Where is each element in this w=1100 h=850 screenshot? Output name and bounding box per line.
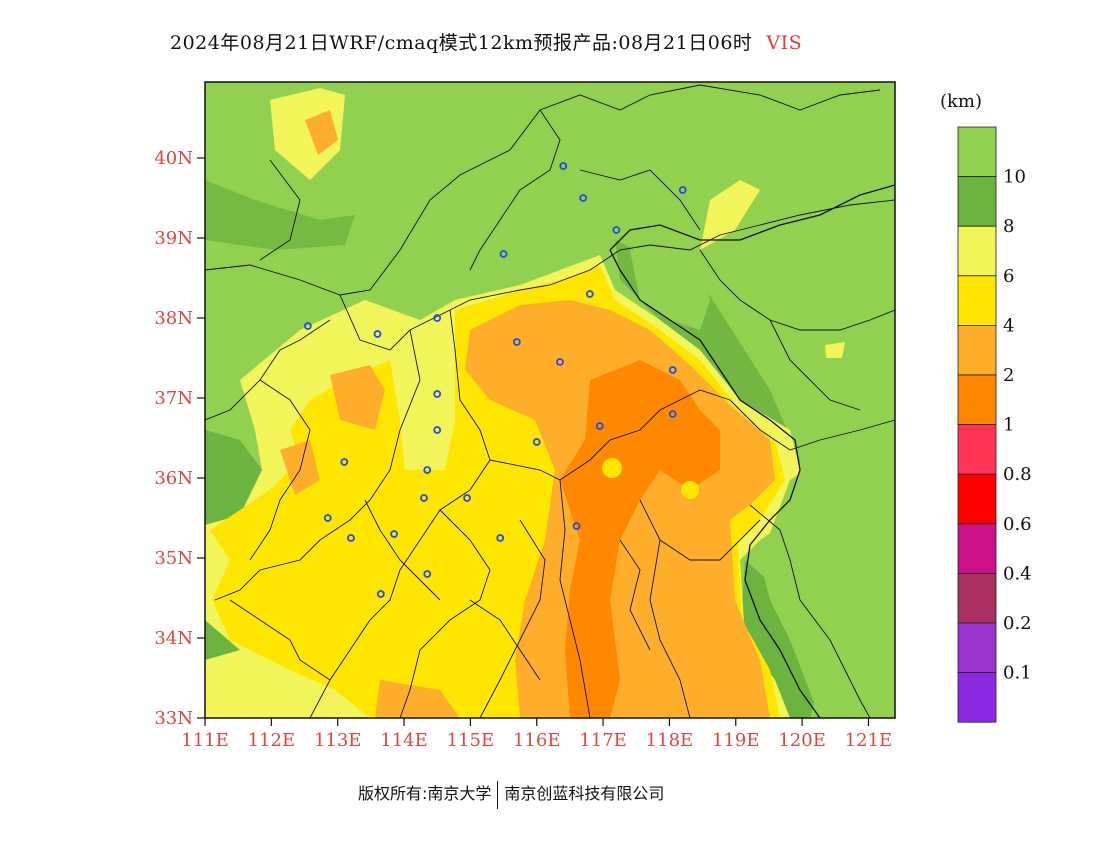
color-legend: (km) 10 8 6 4 2 1 0.8 0.6 0.4 0.2 0.1	[940, 91, 1032, 723]
legend-label: 0.8	[1003, 464, 1032, 485]
yellow-sea	[760, 440, 895, 718]
city-marker	[585, 290, 594, 298]
legend-label: 0.2	[1003, 613, 1032, 634]
lat-tick-label: 40N	[154, 148, 193, 169]
lon-tick-label: 112E	[248, 730, 296, 751]
city-marker	[423, 570, 432, 578]
patch-dark-green	[205, 180, 355, 250]
region-level-1	[640, 405, 700, 455]
legend-swatch	[957, 523, 997, 574]
legend-swatch	[957, 324, 997, 376]
legend-swatch	[957, 672, 997, 723]
legend-label: 10	[1003, 167, 1026, 188]
lon-tick-label: 118E	[646, 730, 694, 751]
city-marker	[499, 250, 508, 258]
lon-tick-label: 113E	[314, 730, 362, 751]
lon-tick-label: 115E	[447, 730, 495, 751]
city-marker	[678, 186, 687, 194]
region-level-6	[700, 180, 760, 250]
city-marker	[463, 494, 471, 502]
city-marker	[433, 314, 442, 322]
city-marker	[433, 426, 442, 434]
legend-swatch	[957, 126, 997, 177]
city-marker	[512, 338, 521, 346]
legend-label: 0.1	[1003, 663, 1032, 684]
city-marker	[559, 162, 568, 170]
city-marker	[595, 422, 604, 430]
city-marker	[390, 530, 398, 538]
city-marker	[376, 590, 385, 598]
legend-label: 1	[1003, 415, 1014, 436]
legend-label: 8	[1003, 216, 1014, 237]
lat-tick-label: 35N	[154, 548, 193, 569]
lon-tick-label: 111E	[181, 730, 229, 751]
chart-title: 2024年08月21日WRF/cmaq模式12km预报产品:08月21日06时 V…	[170, 28, 802, 55]
lat-tick-label: 34N	[154, 628, 193, 649]
footer-right: 南京创蓝科技有限公司	[504, 784, 665, 803]
legend-label: 4	[1003, 315, 1014, 336]
region-level-2	[280, 440, 320, 495]
legend-unit: (km)	[940, 91, 982, 112]
lon-tick-label: 116E	[513, 730, 561, 751]
copyright-footer: 版权所有:南京大学 南京创蓝科技有限公司	[358, 780, 664, 809]
lon-tick-label: 121E	[845, 730, 893, 751]
city-marker	[373, 330, 382, 338]
coastline	[609, 184, 895, 718]
axis-ticks: 111E 112E 113E 114E 115E 116E 117E 118E 119E 120E…	[154, 148, 892, 751]
legend-swatch	[957, 424, 997, 475]
city-marker	[423, 466, 432, 474]
legend-swatch	[957, 275, 997, 326]
legend-swatch	[957, 176, 997, 227]
legend-swatch	[957, 573, 997, 624]
footer-separator	[497, 780, 499, 809]
city-marker	[612, 226, 621, 234]
lat-tick-label: 36N	[154, 468, 193, 489]
city-marker	[532, 438, 541, 446]
lat-tick-label: 37N	[154, 388, 193, 409]
map-frame	[204, 81, 896, 719]
city-marker	[323, 514, 332, 522]
city-marker	[340, 458, 349, 466]
boundary-lines	[205, 84, 895, 718]
lon-tick-label: 120E	[778, 730, 826, 751]
region-level-2	[305, 110, 338, 155]
city-marker	[303, 322, 312, 330]
city-marker	[347, 534, 355, 542]
visibility-field	[205, 82, 895, 718]
lat-tick-label: 33N	[154, 708, 193, 729]
lat-tick-label: 39N	[154, 228, 193, 249]
city-marker	[668, 410, 677, 418]
bohai-sea	[630, 240, 710, 330]
legend-swatch	[957, 622, 997, 673]
region-level-2	[330, 365, 385, 430]
city-marker	[572, 522, 581, 530]
city-marker	[668, 366, 677, 374]
city-marker	[556, 358, 564, 366]
city-markers	[303, 162, 687, 598]
lon-tick-label: 114E	[380, 730, 428, 751]
spot-level-4	[681, 481, 699, 499]
city-marker	[433, 390, 442, 398]
region-level-6	[270, 88, 345, 180]
lon-tick-label: 117E	[579, 730, 627, 751]
legend-label: 6	[1003, 266, 1014, 287]
legend-swatch	[957, 374, 997, 425]
title-main: 2024年08月21日WRF/cmaq模式12km预报产品:08月21日06时	[170, 32, 753, 54]
legend-swatch	[957, 473, 997, 525]
lon-tick-label: 119E	[712, 730, 760, 751]
city-marker	[496, 534, 505, 542]
footer-left: 版权所有:南京大学	[358, 784, 492, 803]
legend-label: 0.4	[1003, 563, 1032, 584]
legend-swatch	[957, 225, 997, 277]
legend-label: 2	[1003, 365, 1014, 386]
city-marker	[579, 194, 588, 202]
legend-label: 0.6	[1003, 514, 1032, 535]
lat-tick-label: 38N	[154, 308, 193, 329]
spot-level-4	[602, 458, 622, 478]
region-level-6	[825, 342, 845, 358]
region-level-2	[375, 680, 460, 718]
title-variable: VIS	[766, 32, 803, 54]
city-marker	[420, 494, 428, 502]
